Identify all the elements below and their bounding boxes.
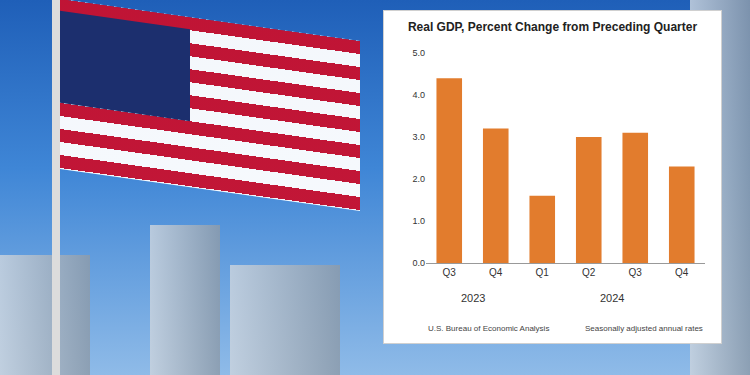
svg-text:Q2: Q2 (582, 267, 596, 278)
svg-text:2023: 2023 (461, 292, 485, 304)
svg-text:Q1: Q1 (536, 267, 550, 278)
svg-text:5.0: 5.0 (412, 48, 425, 58)
svg-text:4.0: 4.0 (412, 90, 425, 100)
svg-text:Q3: Q3 (629, 267, 643, 278)
svg-text:3.0: 3.0 (412, 132, 425, 142)
svg-text:2.0: 2.0 (412, 174, 425, 184)
svg-text:Q4: Q4 (489, 267, 503, 278)
svg-text:U.S. Bureau of Economic Analys: U.S. Bureau of Economic Analysis (428, 324, 549, 333)
svg-text:0.0: 0.0 (412, 258, 425, 268)
svg-text:1.0: 1.0 (412, 216, 425, 226)
svg-text:Q3: Q3 (443, 267, 457, 278)
svg-text:Real GDP, Percent Change from: Real GDP, Percent Change from Preceding … (408, 20, 698, 34)
svg-text:Seasonally adjusted annual rat: Seasonally adjusted annual rates (585, 324, 703, 333)
svg-text:Q4: Q4 (675, 267, 689, 278)
svg-text:2024: 2024 (600, 292, 624, 304)
